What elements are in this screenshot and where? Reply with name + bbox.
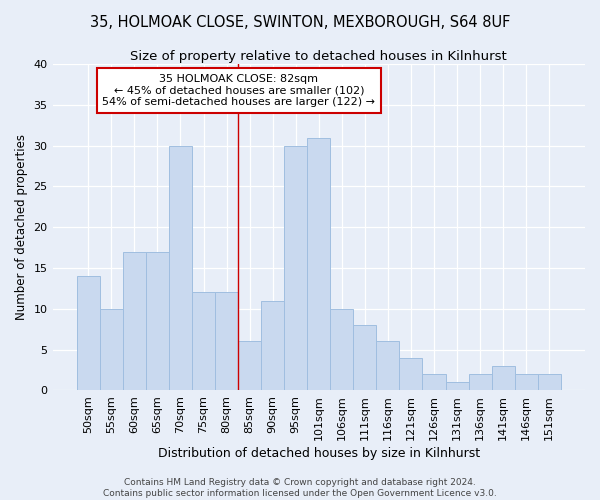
Bar: [192, 292, 215, 390]
Title: Size of property relative to detached houses in Kilnhurst: Size of property relative to detached ho…: [130, 50, 507, 63]
Bar: [100, 309, 123, 390]
Bar: [400, 358, 422, 390]
Bar: [284, 146, 307, 390]
Bar: [169, 146, 192, 390]
Bar: [538, 374, 561, 390]
Y-axis label: Number of detached properties: Number of detached properties: [15, 134, 28, 320]
Bar: [353, 325, 376, 390]
Text: Contains HM Land Registry data © Crown copyright and database right 2024.
Contai: Contains HM Land Registry data © Crown c…: [103, 478, 497, 498]
Bar: [215, 292, 238, 390]
Text: 35 HOLMOAK CLOSE: 82sqm
← 45% of detached houses are smaller (102)
54% of semi-d: 35 HOLMOAK CLOSE: 82sqm ← 45% of detache…: [103, 74, 376, 107]
Text: 35, HOLMOAK CLOSE, SWINTON, MEXBOROUGH, S64 8UF: 35, HOLMOAK CLOSE, SWINTON, MEXBOROUGH, …: [90, 15, 510, 30]
Bar: [491, 366, 515, 390]
Bar: [238, 342, 261, 390]
Bar: [307, 138, 330, 390]
Bar: [123, 252, 146, 390]
Bar: [261, 300, 284, 390]
Bar: [330, 309, 353, 390]
Bar: [146, 252, 169, 390]
Bar: [515, 374, 538, 390]
Bar: [376, 342, 400, 390]
X-axis label: Distribution of detached houses by size in Kilnhurst: Distribution of detached houses by size …: [158, 447, 480, 460]
Bar: [469, 374, 491, 390]
Bar: [422, 374, 446, 390]
Bar: [77, 276, 100, 390]
Bar: [446, 382, 469, 390]
